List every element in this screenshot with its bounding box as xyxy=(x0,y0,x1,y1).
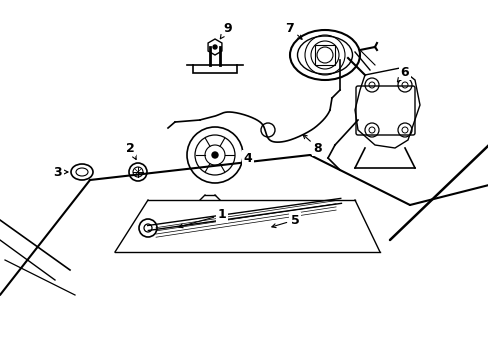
Text: 5: 5 xyxy=(271,213,299,228)
Circle shape xyxy=(212,152,218,158)
Text: 8: 8 xyxy=(303,135,322,154)
Text: 2: 2 xyxy=(125,141,136,159)
Text: 3: 3 xyxy=(54,166,68,179)
Text: 1: 1 xyxy=(179,208,226,228)
Text: 7: 7 xyxy=(285,22,302,39)
Text: 6: 6 xyxy=(397,66,408,82)
Text: 4: 4 xyxy=(243,152,252,165)
Circle shape xyxy=(213,45,217,49)
Text: 9: 9 xyxy=(220,22,232,39)
